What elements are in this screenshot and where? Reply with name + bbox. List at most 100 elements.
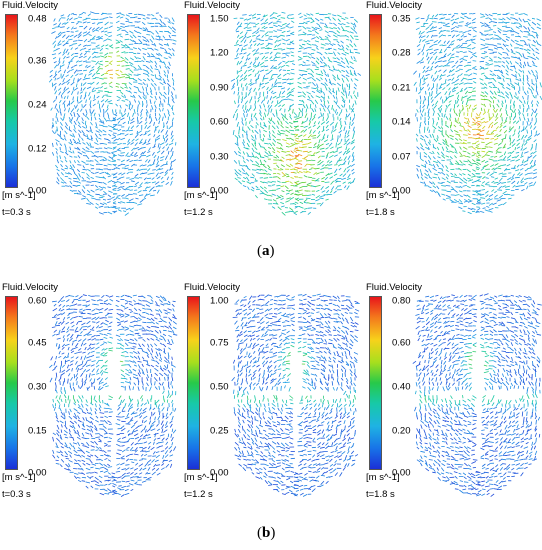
velocity-vector: [278, 61, 282, 66]
velocity-vector: [347, 160, 350, 165]
velocity-vector: [451, 86, 456, 91]
velocity-vector: [81, 381, 84, 386]
velocity-vector: [150, 65, 153, 70]
velocity-vector: [467, 159, 472, 164]
velocity-vector: [53, 329, 57, 333]
velocity-vector: [84, 91, 87, 97]
velocity-vector: [459, 185, 463, 189]
velocity-vector: [232, 82, 236, 88]
velocity-vector: [153, 43, 157, 47]
velocity-vector: [99, 466, 105, 469]
velocity-vector: [335, 186, 338, 190]
velocity-vector: [75, 342, 79, 348]
velocity-vector: [341, 78, 345, 83]
velocity-vector: [259, 52, 264, 55]
velocity-vector: [458, 21, 464, 23]
velocity-vector: [80, 356, 83, 360]
velocity-vector: [275, 154, 280, 159]
velocity-vector: [480, 38, 486, 42]
velocity-vector: [150, 116, 153, 121]
velocity-vector: [126, 159, 130, 162]
velocity-vector: [137, 424, 143, 427]
velocity-vector: [159, 103, 161, 108]
velocity-vector: [298, 150, 303, 152]
velocity-vector: [263, 177, 269, 179]
velocity-vector: [242, 64, 247, 67]
velocity-vector: [69, 112, 73, 117]
velocity-vector: [69, 146, 72, 151]
velocity-vector: [234, 172, 239, 177]
velocity-vector: [80, 372, 84, 377]
velocity-vector: [307, 77, 312, 79]
velocity-vector: [514, 31, 520, 35]
velocity-vector: [86, 44, 92, 47]
velocity-vector: [154, 74, 157, 79]
velocity-vector: [81, 428, 86, 431]
velocity-vector: [280, 202, 285, 205]
velocity-vector: [260, 138, 264, 142]
velocity-vector: [87, 82, 92, 84]
velocity-vector: [126, 446, 130, 449]
velocity-vector: [167, 369, 171, 374]
velocity-vector: [476, 124, 481, 126]
velocity-vector: [337, 87, 340, 92]
velocity-vector: [151, 356, 154, 360]
velocity-vector: [527, 22, 531, 27]
velocity-vector: [510, 177, 515, 181]
velocity-vector: [86, 142, 90, 147]
velocity-vector: [236, 82, 239, 86]
velocity-vector: [331, 186, 335, 191]
velocity-vector: [306, 194, 312, 196]
velocity-vector: [107, 180, 113, 183]
velocity-vector: [241, 96, 244, 101]
velocity-vector: [476, 176, 481, 179]
velocity-vector: [132, 373, 138, 377]
velocity-vector: [108, 423, 113, 425]
velocity-vector: [502, 185, 506, 188]
velocity-vector: [63, 412, 65, 417]
velocity-vector: [337, 69, 342, 73]
velocity-vector: [150, 364, 155, 368]
velocity-vector: [77, 468, 82, 470]
velocity-vector: [99, 449, 104, 452]
velocity-vector: [446, 61, 451, 66]
velocity-vector: [155, 164, 160, 168]
velocity-vector: [137, 112, 139, 116]
velocity-vector: [55, 446, 59, 449]
velocity-vector: [164, 48, 168, 54]
velocity-vector: [251, 129, 254, 133]
velocity-vector: [242, 104, 244, 109]
velocity-vector: [104, 479, 109, 482]
velocity-vector: [259, 69, 265, 72]
velocity-vector: [76, 112, 81, 118]
velocity-vector: [146, 109, 149, 114]
velocity-vector: [120, 320, 125, 323]
velocity-vector: [285, 38, 290, 42]
velocity-vector: [86, 193, 91, 196]
velocity-vector: [430, 99, 434, 103]
velocity-vector: [69, 442, 73, 447]
velocity-vector: [420, 35, 426, 38]
velocity-vector: [134, 155, 139, 157]
velocity-vector: [519, 78, 522, 82]
velocity-vector: [320, 167, 325, 170]
velocity-vector: [119, 91, 124, 95]
velocity-vector: [519, 167, 524, 171]
velocity-vector: [308, 121, 311, 126]
velocity-vector: [315, 151, 320, 154]
velocity-vector: [112, 109, 114, 114]
velocity-vector: [522, 78, 525, 82]
velocity-vector: [496, 103, 500, 108]
velocity-vector: [267, 42, 273, 45]
velocity-vector: [260, 65, 265, 68]
velocity-vector: [346, 39, 350, 41]
velocity-vector: [154, 104, 157, 109]
velocity-vector: [117, 323, 121, 327]
velocity-vector: [322, 133, 326, 139]
velocity-vector: [246, 35, 252, 39]
velocity-vector: [56, 337, 61, 340]
velocity-vector: [427, 116, 431, 121]
velocity-vector: [162, 78, 166, 83]
velocity-vector: [290, 72, 295, 75]
velocity-vector: [77, 91, 79, 95]
